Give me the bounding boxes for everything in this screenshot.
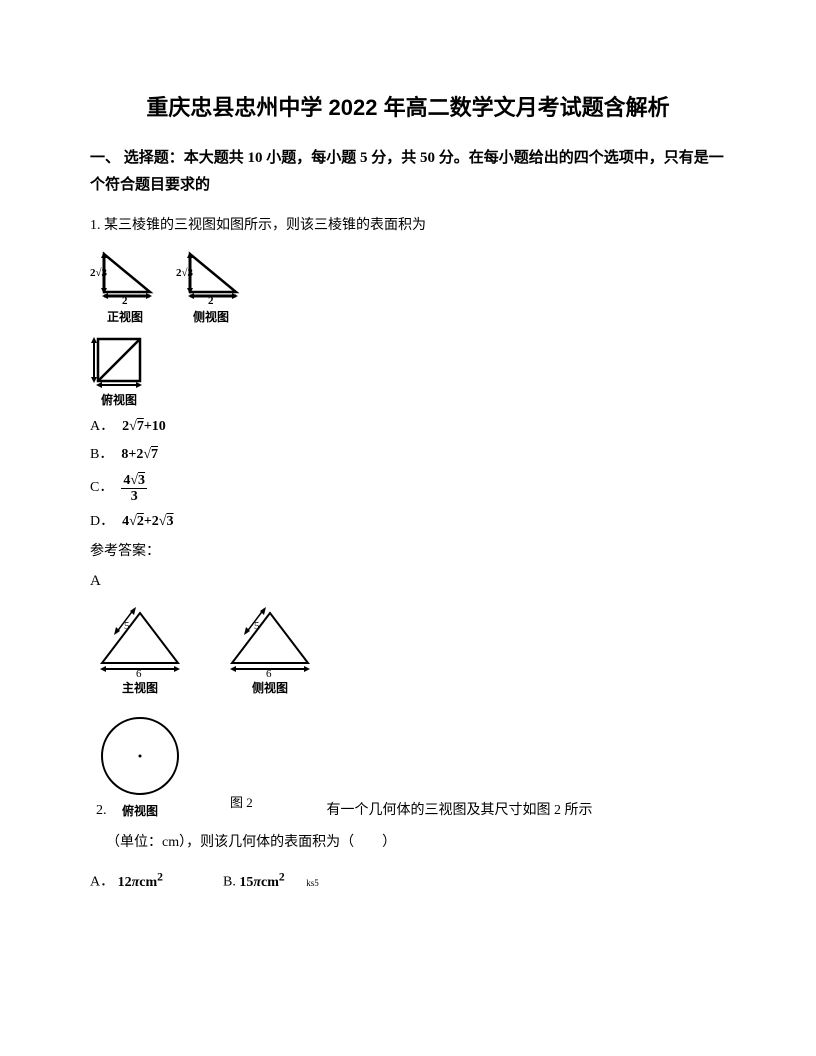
option-c-expr: 4√3 3 xyxy=(121,473,147,505)
front-view-label: 正视图 xyxy=(107,308,143,327)
q2-front-view: 5 6 主视图 xyxy=(90,605,190,698)
iso-triangle-side-icon: 5 6 xyxy=(220,605,320,677)
q1-top-view: 俯视图 xyxy=(90,333,148,410)
q1-option-d: D． 4√2+2√3 xyxy=(90,511,726,533)
q2-label-a: A． xyxy=(90,875,114,890)
q2-num: 2. xyxy=(96,800,107,822)
page-title: 重庆忠县忠州中学 2022 年高二数学文月考试题含解析 xyxy=(90,90,726,125)
q2-side-view: 5 6 侧视图 xyxy=(220,605,320,698)
top-view-label: 俯视图 xyxy=(101,391,137,410)
option-label-a: A． xyxy=(90,416,114,438)
q1-views-top: 2√3 2 正视图 2√3 2 侧视图 xyxy=(90,246,726,327)
svg-text:2: 2 xyxy=(208,295,214,306)
side-view-label: 侧视图 xyxy=(193,308,229,327)
option-label-d: D． xyxy=(90,511,114,533)
q1-views-bottom: 俯视图 xyxy=(90,333,726,410)
q2-text2: （单位：cm），则该几何体的表面积为（ ） xyxy=(106,832,726,854)
q2-top-label: 俯视图 xyxy=(122,802,158,821)
q2-options: A． 12πcm2 B. 15πcm2 ks5 xyxy=(90,868,726,894)
option-label-c: C． xyxy=(90,477,113,499)
question-2: 5 6 主视图 5 6 xyxy=(90,605,726,894)
q2-text-block: 图 2 xyxy=(210,793,253,821)
q2-expr-b: 15πcm2 xyxy=(239,875,284,890)
q1-option-a: A． 2√7+10 xyxy=(90,416,726,438)
answer-value: A xyxy=(90,569,726,593)
triangle-side-icon: 2√3 2 xyxy=(176,246,246,306)
question-1: 1. 某三棱锥的三视图如图所示，则该三棱锥的表面积为 2√3 2 正视图 xyxy=(90,215,726,593)
option-label-b: B． xyxy=(90,444,113,466)
svg-text:2√3: 2√3 xyxy=(90,267,108,279)
svg-text:2√3: 2√3 xyxy=(176,267,194,279)
q2-option-a: A． 12πcm2 xyxy=(90,868,163,894)
q2-top-views: 5 6 主视图 5 6 xyxy=(90,605,726,698)
svg-text:5: 5 xyxy=(254,620,260,632)
q2-views-container: 5 6 主视图 5 6 xyxy=(90,605,726,821)
option-d-expr: 4√2+2√3 xyxy=(122,511,173,533)
section-header: 一、 选择题：本大题共 10 小题，每小题 5 分，共 50 分。在每小题给出的… xyxy=(90,145,726,199)
answer-label: 参考答案： xyxy=(90,541,726,563)
q1-option-b: B． 8+2√7 xyxy=(90,444,726,466)
square-diag-icon xyxy=(90,333,148,389)
q1-stem: 1. 某三棱锥的三视图如图所示，则该三棱锥的表面积为 xyxy=(90,215,726,237)
svg-text:5: 5 xyxy=(124,620,130,632)
q2-text1: 有一个几何体的三视图及其尺寸如图 2 所示 xyxy=(327,800,593,822)
q2-front-label: 主视图 xyxy=(122,679,158,698)
option-b-expr: 8+2√7 xyxy=(121,444,158,466)
q2-side-label: 侧视图 xyxy=(252,679,288,698)
svg-text:6: 6 xyxy=(266,668,272,677)
svg-text:6: 6 xyxy=(136,668,142,677)
q2-option-b: B. 15πcm2 ks5 xyxy=(223,868,319,894)
q1-option-c: C． 4√3 3 xyxy=(90,473,726,505)
svg-text:2: 2 xyxy=(122,295,128,306)
q1-front-view: 2√3 2 正视图 xyxy=(90,246,160,327)
q2-label-b: B. xyxy=(223,875,236,890)
option-a-expr: 2√7+10 xyxy=(122,416,166,438)
q1-number: 1. xyxy=(90,218,101,233)
q1-text: 某三棱锥的三视图如图所示，则该三棱锥的表面积为 xyxy=(104,218,426,233)
triangle-front-icon: 2√3 2 xyxy=(90,246,160,306)
footnote: ks5 xyxy=(306,878,319,888)
q1-side-view: 2√3 2 侧视图 xyxy=(176,246,246,327)
fig-label: 图 2 xyxy=(230,795,253,810)
q2-expr-a: 12πcm2 xyxy=(118,875,163,890)
circle-top-icon xyxy=(90,712,190,800)
iso-triangle-front-icon: 5 6 xyxy=(90,605,190,677)
